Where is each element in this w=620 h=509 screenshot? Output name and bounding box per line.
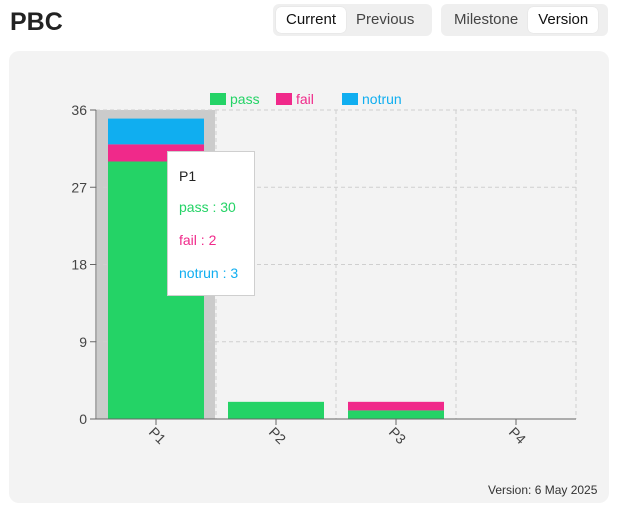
legend-label-notrun: notrun — [362, 91, 402, 107]
legend-swatch-fail — [276, 93, 292, 105]
x-tick-label: P1 — [146, 424, 170, 448]
stacked-bar-chart: 0 9 18 27 36 P1 P2 P3 P4 pass fail notrun — [71, 91, 577, 448]
tooltip-fail: fail : 2 — [179, 232, 217, 248]
legend-label-pass: pass — [230, 91, 260, 107]
period-toggle: Current Previous — [273, 4, 432, 36]
grouping-toggle: Milestone Version — [441, 4, 608, 36]
previous-button[interactable]: Previous — [356, 11, 415, 28]
x-tick-label: P2 — [266, 424, 290, 448]
bar-pass-P2 — [228, 401, 324, 419]
chart-panel: 0 9 18 27 36 P1 P2 P3 P4 pass fail notrun Version: … — [9, 51, 609, 503]
tooltip-pass: pass : 30 — [179, 199, 236, 215]
y-tick-label: 0 — [79, 411, 87, 427]
x-tick-label: P4 — [506, 424, 530, 448]
page-title: PBC — [10, 8, 63, 36]
current-button[interactable]: Current — [276, 7, 347, 33]
chart-tooltip: P1 pass : 30 fail : 2 notrun : 3 — [167, 151, 255, 296]
tooltip-notrun: notrun : 3 — [179, 265, 239, 281]
legend-label-fail: fail — [296, 91, 314, 107]
milestone-button[interactable]: Milestone — [454, 11, 519, 28]
bar-notrun-P1 — [108, 118, 204, 145]
y-tick-label: 9 — [79, 334, 87, 350]
bar-pass-P3 — [348, 410, 444, 419]
version-button[interactable]: Version — [528, 7, 599, 33]
y-tick-label: 27 — [71, 179, 87, 195]
x-tick-label: P3 — [386, 424, 410, 448]
y-tick-label: 18 — [71, 257, 87, 273]
legend-swatch-pass — [210, 93, 226, 105]
version-label: Version: 6 May 2025 — [488, 483, 598, 497]
tooltip-title: P1 — [179, 168, 197, 184]
bar-fail-P3 — [348, 401, 444, 411]
legend-swatch-notrun — [342, 93, 358, 105]
y-tick-label: 36 — [71, 102, 87, 118]
